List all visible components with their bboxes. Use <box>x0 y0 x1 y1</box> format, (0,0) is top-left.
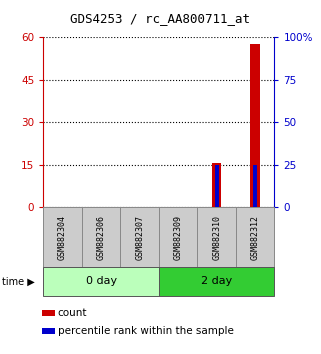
Text: GSM882304: GSM882304 <box>58 215 67 260</box>
Text: GDS4253 / rc_AA800711_at: GDS4253 / rc_AA800711_at <box>71 12 250 25</box>
Bar <box>212 163 221 207</box>
Text: percentile rank within the sample: percentile rank within the sample <box>58 326 234 336</box>
Bar <box>250 44 260 207</box>
Text: 0 day: 0 day <box>86 276 117 286</box>
Text: count: count <box>58 308 87 318</box>
Text: GSM882309: GSM882309 <box>174 215 183 260</box>
Bar <box>215 165 219 207</box>
Text: GSM882306: GSM882306 <box>97 215 106 260</box>
Bar <box>253 165 257 207</box>
Text: 2 day: 2 day <box>201 276 232 286</box>
Text: GSM882312: GSM882312 <box>251 215 260 260</box>
Text: GSM882310: GSM882310 <box>212 215 221 260</box>
Text: time ▶: time ▶ <box>2 276 34 286</box>
Text: GSM882307: GSM882307 <box>135 215 144 260</box>
